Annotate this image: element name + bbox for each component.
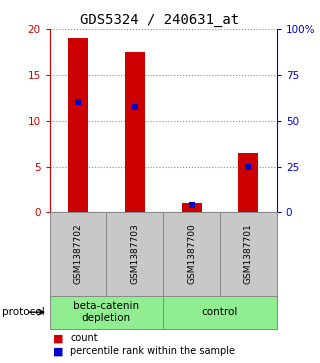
Bar	[182, 203, 202, 212]
Bar	[238, 153, 258, 212]
Point	[246, 164, 251, 170]
Point	[132, 104, 137, 110]
Text: ■: ■	[53, 346, 63, 356]
Text: protocol: protocol	[2, 307, 44, 317]
Bar	[68, 38, 88, 212]
Text: GDS5324 / 240631_at: GDS5324 / 240631_at	[80, 13, 240, 27]
Text: GSM1387703: GSM1387703	[130, 224, 139, 285]
Text: ■: ■	[53, 333, 63, 343]
Point	[189, 202, 194, 208]
Text: control: control	[202, 307, 238, 317]
Text: count: count	[70, 333, 98, 343]
Text: GSM1387701: GSM1387701	[244, 224, 253, 285]
Text: GSM1387702: GSM1387702	[74, 224, 83, 285]
Text: GSM1387700: GSM1387700	[187, 224, 196, 285]
Text: beta-catenin
depletion: beta-catenin depletion	[73, 301, 140, 323]
Bar	[125, 52, 145, 212]
Point	[76, 99, 81, 105]
Text: percentile rank within the sample: percentile rank within the sample	[70, 346, 236, 356]
